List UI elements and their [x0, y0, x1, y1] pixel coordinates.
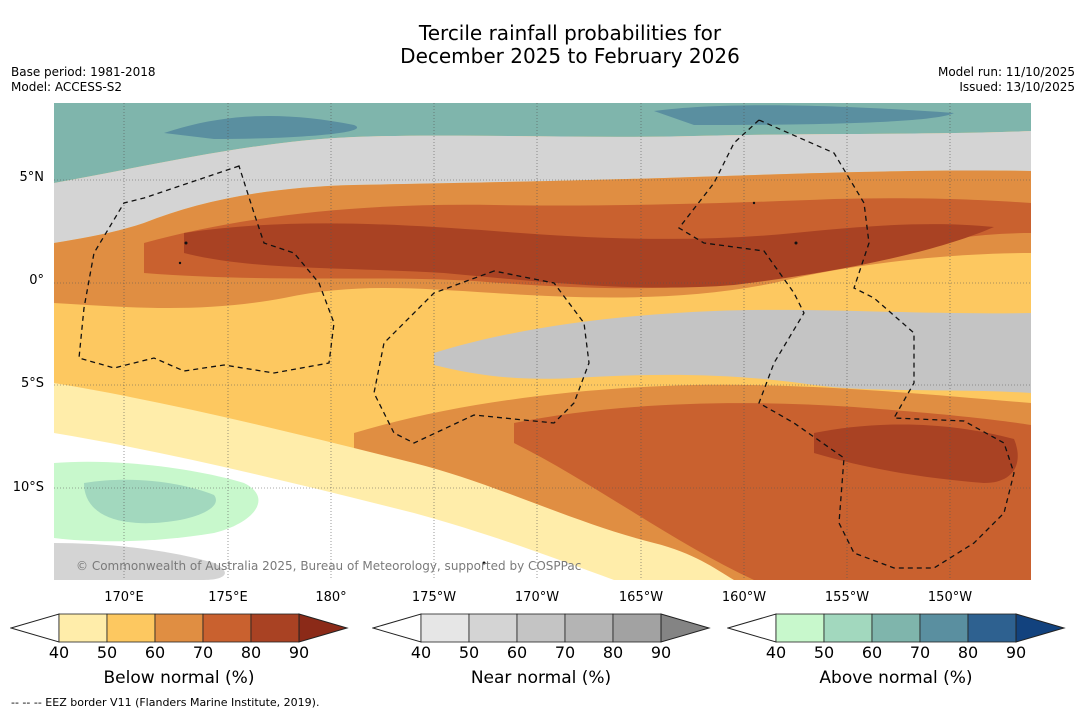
- lon-label-170w: 170°W: [514, 590, 560, 605]
- near-swatch-0: [420, 613, 470, 643]
- eez-kiribati-line: [678, 119, 1015, 569]
- near-swatch-4: [612, 613, 662, 643]
- title-line-1: Tercile rainfall probabilities for: [418, 21, 722, 45]
- below-extend-high: [298, 613, 349, 643]
- island-marker: [184, 241, 188, 245]
- island-marker: [178, 261, 182, 265]
- island-marker: [794, 241, 798, 245]
- lon-label-175e: 175°E: [208, 590, 248, 605]
- above-extend-high: [1015, 613, 1066, 643]
- meta-left: Base period: 1981-2018 Model: ACCESS-S2: [11, 65, 156, 95]
- near-swatch-1: [468, 613, 518, 643]
- lat-label-5n: 5°N: [19, 170, 45, 185]
- above-swatch-1: [823, 613, 873, 643]
- above-normal-label: Above normal (%): [819, 668, 973, 688]
- island-marker: [752, 201, 756, 205]
- lon-label-155w: 155°W: [824, 590, 870, 605]
- near-tick-70: 70: [554, 643, 576, 662]
- lon-label-160w: 160°W: [721, 590, 767, 605]
- below-swatch-3: [202, 613, 252, 643]
- above-normal-band-north-deep: [164, 105, 954, 139]
- lon-label-170e: 170°E: [104, 590, 144, 605]
- near-normal-label: Near normal (%): [470, 668, 612, 688]
- map-title: Tercile rainfall probabilities for Decem…: [0, 22, 1085, 68]
- near-normal-band-south: [434, 309, 1031, 393]
- near-extend-high: [660, 613, 711, 643]
- below-swatch-4: [250, 613, 300, 643]
- below-swatch-1: [106, 613, 156, 643]
- title-line-2: December 2025 to February 2026: [400, 44, 740, 68]
- lat-label-10s: 10°S: [12, 480, 44, 495]
- model-name: Model: ACCESS-S2: [11, 80, 123, 94]
- below-swatch-2: [154, 613, 204, 643]
- above-swatch-3: [919, 613, 969, 643]
- below-normal-core-deep: [184, 223, 994, 288]
- below-tick-40: 40: [48, 643, 70, 662]
- above-tick-80: 80: [957, 643, 979, 662]
- near-normal-patch-sw: [54, 543, 225, 580]
- above-swatch-0: [775, 613, 825, 643]
- lon-label-150w: 150°W: [927, 590, 973, 605]
- below-extend-low: [9, 613, 60, 643]
- eez-kiribati-phoenix: [373, 270, 590, 444]
- white-band-south: [54, 433, 614, 580]
- island-marker: [482, 561, 486, 565]
- colorbar-above-normal: [726, 613, 1067, 647]
- above-normal-patch-sw-inner: [84, 479, 216, 524]
- below-tick-90: 90: [288, 643, 310, 662]
- above-swatch-2: [871, 613, 921, 643]
- issued-date: Issued: 13/10/2025: [959, 80, 1075, 94]
- near-tick-50: 50: [458, 643, 480, 662]
- near-tick-60: 60: [506, 643, 528, 662]
- lon-label-180: 180°: [315, 590, 347, 605]
- lat-label-0: 0°: [29, 273, 44, 288]
- near-tick-80: 80: [602, 643, 624, 662]
- above-tick-60: 60: [861, 643, 883, 662]
- colorbar-below-svg: [9, 613, 349, 643]
- colorbar-near-normal: [371, 613, 712, 647]
- near-swatch-2: [516, 613, 566, 643]
- lat-label-5s: 5°S: [20, 376, 44, 391]
- above-tick-40: 40: [765, 643, 787, 662]
- near-extend-low: [371, 613, 422, 643]
- copyright-notice: © Commonwealth of Australia 2025, Bureau…: [76, 559, 582, 573]
- eez-borders: [78, 119, 1015, 569]
- probability-map: [54, 103, 1031, 580]
- above-tick-90: 90: [1005, 643, 1027, 662]
- base-period: Base period: 1981-2018: [11, 65, 156, 79]
- above-extend-low: [726, 613, 777, 643]
- below-tick-50: 50: [96, 643, 118, 662]
- colorbar-below-normal: [9, 613, 350, 647]
- near-tick-90: 90: [650, 643, 672, 662]
- eez-kiribati-gilberts: [78, 165, 335, 374]
- colorbar-near-svg: [371, 613, 711, 643]
- below-tick-70: 70: [192, 643, 214, 662]
- below-swatch-0: [58, 613, 108, 643]
- above-tick-50: 50: [813, 643, 835, 662]
- below-tick-80: 80: [240, 643, 262, 662]
- below-tick-60: 60: [144, 643, 166, 662]
- graticule: [54, 103, 1031, 580]
- colorbar-above-svg: [726, 613, 1066, 643]
- model-run: Model run: 11/10/2025: [937, 65, 1075, 79]
- near-tick-40: 40: [410, 643, 432, 662]
- eez-border-note: -- -- -- EEZ border V11 (Flanders Marine…: [11, 696, 320, 709]
- islands: [178, 201, 798, 565]
- above-tick-70: 70: [909, 643, 931, 662]
- above-swatch-4: [967, 613, 1017, 643]
- lon-label-175w: 175°W: [411, 590, 457, 605]
- near-normal-band-north: [54, 131, 1031, 243]
- near-swatch-3: [564, 613, 614, 643]
- below-normal-label: Below normal (%): [103, 668, 255, 688]
- below-normal-south-deep: [814, 424, 1018, 483]
- meta-right: Model run: 11/10/2025 Issued: 13/10/2025: [938, 65, 1075, 95]
- lon-label-165w: 165°W: [618, 590, 664, 605]
